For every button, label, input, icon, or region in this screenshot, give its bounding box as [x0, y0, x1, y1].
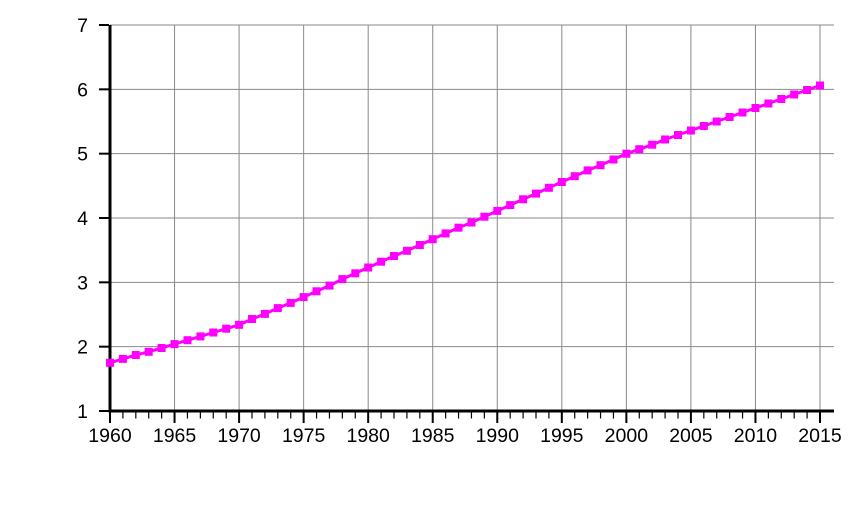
data-point-marker [816, 81, 824, 90]
x-axis-minor-ticks [122, 412, 808, 419]
data-point-marker [557, 178, 566, 186]
x-tick-label: 2005 [669, 425, 713, 447]
data-point-marker [131, 351, 140, 359]
data-point-marker [622, 149, 631, 158]
y-tick-label: 1 [77, 401, 88, 423]
y-tick-label: 3 [77, 272, 88, 294]
y-tick-label: 5 [77, 144, 88, 166]
data-point-marker [519, 195, 528, 204]
y-tick-label: 6 [77, 79, 88, 101]
data-point-marker [712, 117, 721, 126]
data-point-marker [570, 172, 579, 181]
data-point-marker [286, 298, 295, 307]
data-point-marker [222, 324, 231, 333]
data-point-marker [648, 140, 657, 149]
data-point-marker [106, 358, 114, 367]
x-tick-label: 1995 [540, 425, 584, 447]
data-point-marker [196, 332, 205, 341]
x-tick-label: 1965 [153, 425, 197, 447]
data-point-marker [454, 223, 463, 232]
x-tick-label: 1970 [217, 425, 261, 447]
x-tick-label: 2000 [605, 425, 649, 447]
data-point-marker [532, 189, 540, 198]
data-point-marker [183, 336, 192, 345]
data-point-marker [351, 269, 360, 278]
data-point-marker [790, 90, 799, 99]
data-point-marker [157, 344, 166, 352]
y-axis-labels: 1 2 3 4 5 6 7 [77, 15, 88, 423]
data-point-marker [467, 218, 476, 227]
data-point-marker [480, 212, 489, 221]
data-point-marker [596, 161, 605, 170]
data-point-marker [699, 122, 708, 130]
data-point-marker [506, 201, 515, 210]
x-tick-label: 1990 [476, 425, 520, 447]
data-point-marker [248, 315, 256, 323]
data-point-marker [390, 252, 398, 260]
data-series [106, 81, 824, 367]
series-line [109, 84, 821, 365]
data-point-marker [260, 309, 269, 318]
data-point-marker [235, 320, 244, 329]
data-point-marker [635, 145, 644, 154]
data-point-marker [170, 340, 179, 349]
x-tick-label: 1960 [88, 425, 132, 447]
x-axis-ticks [109, 412, 821, 423]
data-point-marker [273, 304, 282, 313]
data-point-marker [583, 166, 592, 175]
x-axis-labels: 1960 1965 1970 1975 1980 1985 1990 1995 2000 2005… [88, 425, 842, 447]
y-tick-label: 4 [77, 208, 88, 230]
data-point-marker [738, 108, 747, 117]
data-point-marker [312, 287, 321, 296]
data-point-marker [674, 131, 682, 139]
x-tick-label: 1980 [346, 425, 390, 447]
data-point-marker [751, 104, 760, 112]
y-axis-ticks [99, 24, 109, 412]
data-point-marker [764, 99, 773, 108]
data-point-marker [338, 275, 347, 284]
data-point-marker [609, 155, 618, 164]
data-point-marker [686, 126, 695, 135]
x-tick-label: 2015 [798, 425, 842, 447]
data-point-marker [415, 241, 424, 249]
data-point-marker [725, 113, 734, 121]
x-tick-label: 1975 [282, 425, 326, 447]
data-point-marker [144, 347, 153, 356]
axes [108, 25, 834, 413]
data-point-marker [377, 257, 386, 266]
data-point-marker [544, 183, 553, 192]
y-tick-label: 7 [77, 15, 88, 37]
data-point-marker [493, 206, 502, 215]
x-tick-label: 2010 [734, 425, 778, 447]
data-point-marker [118, 354, 127, 363]
x-tick-label: 1985 [411, 425, 455, 447]
data-point-marker [402, 246, 411, 255]
data-point-marker [325, 281, 334, 290]
data-point-marker [803, 86, 812, 94]
data-point-marker [364, 263, 373, 272]
data-point-marker [661, 135, 670, 144]
data-point-marker [299, 293, 308, 302]
data-point-marker [428, 235, 437, 244]
y-tick-label: 2 [77, 337, 88, 359]
data-point-marker [441, 229, 450, 238]
data-point-marker [777, 95, 786, 103]
gridlines [110, 24, 834, 411]
data-point-marker [209, 328, 218, 337]
